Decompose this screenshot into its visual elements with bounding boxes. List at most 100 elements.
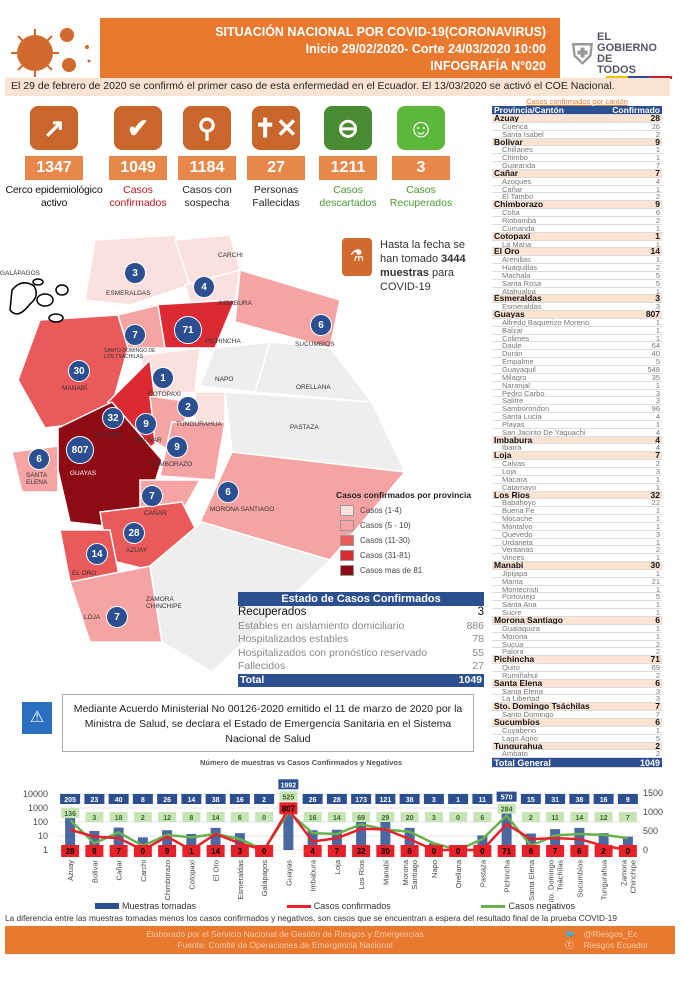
canton-row: San Jacinto De Yaguachi 4 [492, 429, 662, 437]
data-label-samples: 121 [380, 797, 392, 804]
data-label-confirmed: 0 [262, 847, 267, 856]
map-bubble-canar: 7 [141, 485, 163, 507]
canton-row: Santa Lucia 4 [492, 413, 662, 421]
data-label-samples: 205 [64, 797, 76, 804]
bar-samples [598, 833, 609, 850]
data-label-samples: 9 [626, 797, 630, 804]
province-tungurahua [194, 391, 226, 423]
data-label-confirmed: 30 [381, 847, 390, 856]
label-box-samples [302, 794, 323, 804]
map-label-cotopaxi: COTOPAXI [148, 391, 181, 398]
canton-row: Quito 69 [492, 664, 662, 672]
map-label-canar: CAÑAR [144, 510, 167, 517]
canton-row: Urdaneta 1 [492, 539, 662, 547]
x-tick-label: Galápagos [260, 860, 269, 897]
facebook-handle[interactable]: Riesgos Ecuador [583, 940, 649, 950]
canton-row: Lago Agrio 5 [492, 735, 662, 743]
map-bubble-guayas: 807 [66, 436, 94, 464]
data-label-samples: 38 [212, 797, 220, 804]
province-row: Azuay 28 [492, 115, 662, 123]
label-box-negative [85, 812, 104, 822]
label-box-confirmed [570, 845, 589, 857]
label-box-confirmed [61, 845, 80, 857]
data-label-samples: 31 [551, 797, 559, 804]
province-row: Tungurahua 2 [492, 742, 662, 751]
check-icon: ✔ [114, 106, 162, 150]
map-label-napo: NAPO [215, 376, 234, 383]
canton-row: Riobamba 2 [492, 217, 662, 225]
canton-row: Mocache 1 [492, 515, 662, 523]
data-label-negative: 3 [92, 815, 96, 822]
map-bubble-azuay: 28 [123, 522, 145, 544]
canton-row: Portoviejo 5 [492, 593, 662, 602]
line-confirmed [69, 807, 629, 852]
bar-samples [210, 827, 221, 850]
data-label-samples: 15 [527, 797, 535, 804]
data-label-confirmed: 1 [189, 847, 194, 856]
label-box-confirmed [255, 845, 274, 857]
stat-discarded: ⊖ 1211 Casos descartados [317, 106, 379, 210]
canton-caption: Casos confirmados por cantón [526, 97, 628, 106]
canton-row: Palora 2 [492, 648, 662, 657]
data-label-negative: 7 [626, 815, 630, 822]
canton-row: Arenillas 1 [492, 256, 662, 265]
label-box-samples [132, 794, 153, 804]
map-bubble-manabi: 30 [68, 360, 90, 382]
x-tick-label: Esmeraldas [236, 860, 245, 900]
label-box-confirmed [327, 845, 346, 857]
twitter-icon: 🐦 [565, 929, 576, 939]
y-right-tick: 500 [643, 826, 658, 836]
canton-row: Samborondon 96 [492, 405, 662, 414]
twitter-handle[interactable]: @Riesgos_Ec [583, 929, 638, 939]
label-box-negative [618, 812, 637, 822]
province-row: Manabi 30 [492, 562, 662, 570]
x-tick-label: Azuay [66, 860, 75, 881]
canton-row: Santa Ana 1 [492, 601, 662, 610]
footer: Elaborado por el Servicio Nacional de Ge… [5, 926, 675, 954]
map-bubble-tungurahua: 2 [177, 396, 199, 418]
map-label-santa-elena: SANTA ELENA [26, 472, 48, 486]
map-label-imbabura: IMBABURA [218, 300, 252, 307]
canton-row: Montalvo 1 [492, 523, 662, 531]
data-label-confirmed: 0 [141, 847, 146, 856]
map-bubble-los-rios: 32 [102, 407, 124, 429]
data-label-negative: 2 [141, 815, 145, 822]
canton-row: Catamayo 1 [492, 484, 662, 492]
map-bubble-imbabura: 4 [193, 276, 215, 298]
label-box-negative [303, 812, 322, 822]
data-label-confirmed: 9 [165, 847, 170, 856]
x-tick-label: Sucumbíos [575, 860, 584, 898]
chart-title: Número de muestras vs Casos Confirmados … [200, 758, 403, 767]
y-right-tick: 1500 [643, 788, 663, 798]
data-label-samples: 173 [355, 797, 367, 804]
canton-row: Rumiñahui 2 [492, 672, 662, 680]
label-box-samples [496, 791, 517, 802]
province-row: Pichincha 71 [492, 656, 662, 665]
label-box-samples [157, 794, 178, 804]
header-title: SITUACIÓN NACIONAL POR COVID-19(CORONAVI… [215, 25, 546, 39]
label-box-negative [376, 812, 395, 822]
province-row: Morona Santiago 6 [492, 617, 662, 625]
canton-row: Colimes 1 [492, 335, 662, 343]
chart-legend: Muestras tomadas Casos confirmados Casos… [95, 901, 575, 912]
data-label-samples: 26 [163, 797, 171, 804]
x-tick-label: Los Ríos [357, 860, 366, 890]
data-label-samples: 16 [600, 797, 608, 804]
label-box-negative [546, 812, 565, 822]
data-label-confirmed: 71 [502, 847, 511, 856]
map-bubble-morona-santiago: 6 [217, 481, 239, 503]
facebook-icon: ⓕ [565, 940, 574, 950]
label-box-negative [109, 812, 128, 822]
label-box-confirmed [521, 845, 540, 857]
label-box-confirmed [618, 845, 637, 857]
data-label-samples: 38 [575, 797, 583, 804]
canton-row: Montecristi 1 [492, 586, 662, 594]
data-label-samples: 11 [479, 797, 487, 804]
map-label-sucumbios: SUCUMBÍOS [295, 341, 335, 348]
legend-item: Casos (11-30) [340, 533, 486, 548]
canton-row: Cuenca 26 [492, 123, 662, 131]
y-left-tick: 10000 [23, 789, 48, 799]
data-label-samples: 28 [333, 797, 341, 804]
line-negative [69, 810, 629, 852]
